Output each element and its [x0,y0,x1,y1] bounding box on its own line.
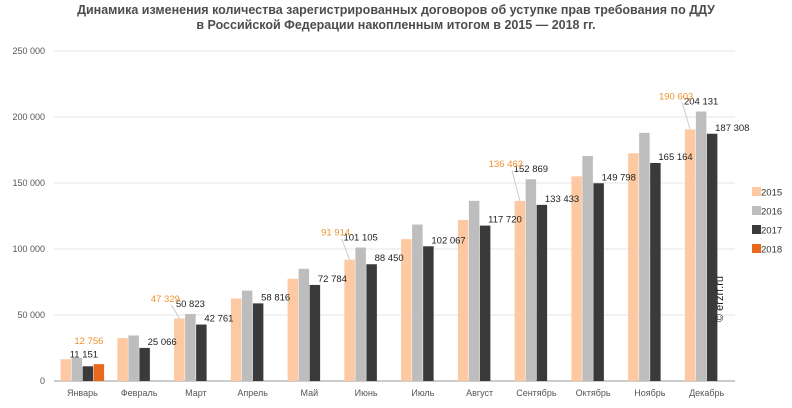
x-tick-label: Июнь [355,388,378,398]
data-label-2017: 117 720 [488,215,522,226]
x-tick-label: Ноябрь [634,388,666,398]
data-label-2017: 149 798 [602,172,636,183]
x-tick-label: Январь [67,388,98,398]
bar-2018-1 [93,364,105,381]
x-tick-label: Октябрь [576,388,611,398]
bar-2017-8 [479,225,491,381]
bar-2016-8 [468,200,480,381]
data-label-2017: 165 164 [658,152,692,163]
bar-2015-8 [457,219,469,381]
bar-2017-6 [366,264,377,381]
leader-line [681,102,691,130]
x-tick-label: Сентябрь [516,388,557,398]
bar-2017-4 [252,303,264,381]
bar-2015-9 [514,200,526,381]
y-tick-label: 200 000 [12,112,45,122]
legend-label-2015: 2015 [761,188,782,199]
data-label-2017: 133 433 [545,194,579,205]
legend-swatch-2017 [752,225,761,234]
x-tick-label: Март [185,388,207,398]
bar-2016-2 [128,335,139,381]
legend-swatch-2016 [752,206,761,215]
bar-2015-10 [571,176,582,381]
data-label-2016: 50 823 [176,299,205,310]
data-label-2017: 88 450 [375,253,404,264]
data-label-2016: 101 105 [343,233,377,244]
chart-title-line-1: Динамика изменения количества зарегистри… [77,3,715,17]
bar-2015-11 [628,153,639,381]
bar-2015-3 [174,318,185,381]
legend-label-2016: 2016 [761,207,782,218]
bar-2015-6 [344,259,355,381]
data-label-2017: 25 066 [148,337,177,348]
legend-swatch-2018 [752,244,761,253]
legend-swatch-2015 [752,187,761,196]
y-tick-label: 250 000 [12,46,45,56]
legend-label-2018: 2018 [761,245,782,256]
bar-2017-1 [82,366,94,381]
y-tick-label: 150 000 [12,178,45,188]
bar-2017-11 [650,162,661,381]
x-tick-label: Декабрь [689,388,724,398]
x-tick-label: Февраль [121,388,158,398]
data-label-2017: 42 761 [204,314,233,325]
bar-2017-3 [196,324,207,381]
data-label-2015: 47 329 [151,294,180,305]
bar-2017-7 [423,246,434,381]
leader-line [341,238,351,260]
y-tick-label: 50 000 [17,310,45,320]
bar-2017-12 [706,133,718,381]
bar-2017-9 [536,204,548,381]
bar-2015-7 [401,239,412,381]
bar-2016-4 [241,290,253,381]
data-label-2015: 91 914 [321,228,350,239]
leader-line [511,170,521,201]
bar-2016-7 [412,224,423,381]
chart-title: Динамика изменения количества зарегистри… [0,3,792,33]
bar-2016-9 [525,179,537,381]
data-label-2016: 152 869 [514,164,548,175]
data-label-2017: 72 784 [318,274,347,285]
data-label-2017: 187 308 [715,123,749,134]
bar-2016-6 [355,247,366,381]
leader-line [170,304,180,319]
x-tick-label: Май [301,388,319,398]
data-label-2018: 12 756 [74,336,103,347]
watermark: © erzrf.ru [714,276,726,322]
bar-2016-11 [639,132,650,381]
bar-2015-5 [287,278,299,381]
bar-2017-10 [593,183,604,381]
y-tick-label: 0 [40,376,45,386]
x-tick-label: Июль [411,388,434,398]
bar-2017-5 [309,284,321,381]
data-label-2015: 136 463 [489,159,523,170]
data-label-2017: 102 067 [431,235,465,246]
data-label-2016: 204 131 [684,97,718,108]
bar-2017-2 [139,347,150,381]
data-label-2015: 190 603 [659,92,693,103]
bar-2016-10 [582,155,593,381]
bar-2015-1 [60,359,72,381]
data-label-2017: 11 151 [70,349,98,360]
bar-2016-12 [695,111,707,381]
y-tick-label: 100 000 [12,244,45,254]
x-tick-label: Август [466,388,493,398]
bar-2016-5 [298,268,310,381]
legend-label-2017: 2017 [761,226,782,237]
bar-2015-4 [230,298,242,381]
chart-title-line-2: в Российской Федерации накопленным итого… [196,18,596,32]
bar-2015-12 [684,129,696,381]
x-tick-label: Апрель [237,388,268,398]
bar-2016-1 [71,357,83,381]
data-label-2017: 58 816 [261,292,290,303]
bar-2016-3 [185,313,196,381]
bar-2015-2 [117,338,128,381]
